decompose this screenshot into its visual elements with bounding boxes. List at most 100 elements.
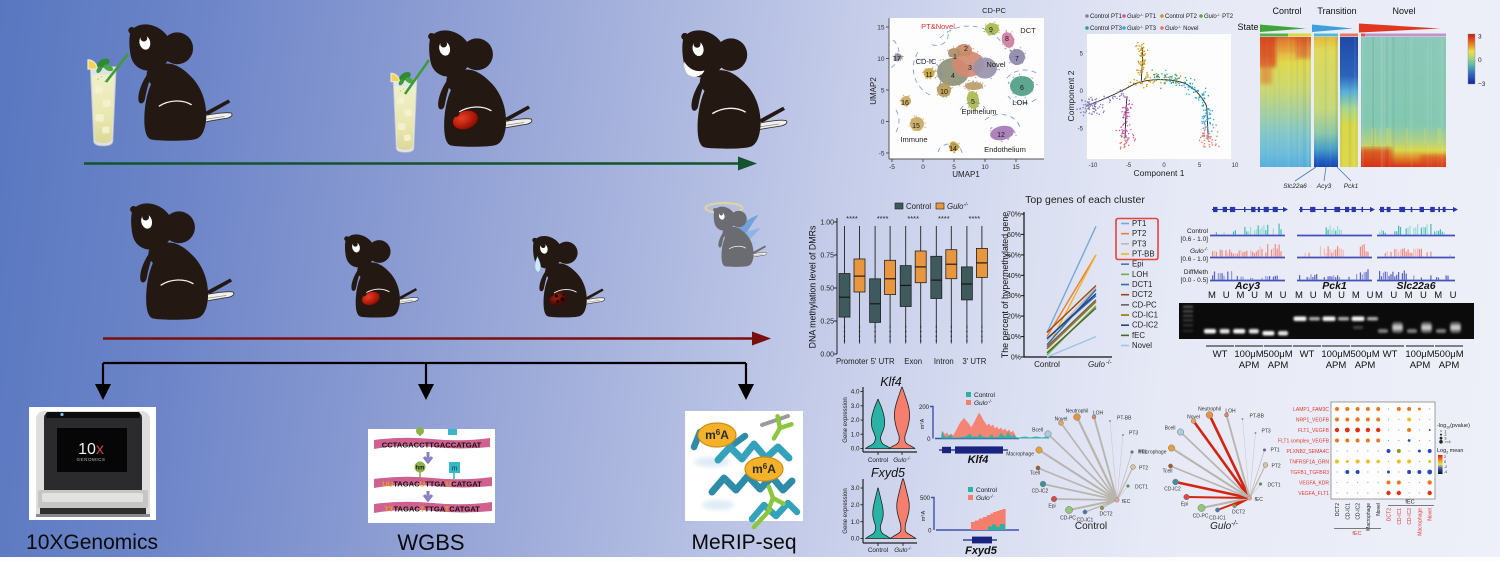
svg-text:DCT: DCT bbox=[1020, 26, 1036, 35]
svg-text:LAMP1_FAM3C: LAMP1_FAM3C bbox=[1293, 407, 1329, 413]
svg-text:Gulo-/-: Gulo-/- bbox=[974, 399, 992, 407]
svg-text:State: State bbox=[1237, 22, 1258, 32]
svg-text:TTTAGACTTTGATCATGAT: TTTAGACTTTGATCATGAT bbox=[384, 505, 480, 514]
svg-text:CCTAGACCTTGACCATGAT: CCTAGACCTTGACCATGAT bbox=[382, 441, 482, 450]
svg-text:10: 10 bbox=[981, 164, 989, 171]
svg-text:LOH: LOH bbox=[1012, 98, 1027, 107]
svg-text:CD-IC1: CD-IC1 bbox=[1132, 311, 1158, 320]
svg-text:m⁶A: m⁶A bbox=[920, 510, 927, 521]
svg-text:3: 3 bbox=[1478, 34, 1482, 41]
svg-text:20%: 20% bbox=[1007, 314, 1021, 321]
svg-text:Novel: Novel bbox=[1132, 341, 1152, 350]
svg-text:Macrophage: Macrophage bbox=[1417, 508, 1423, 536]
svg-text:[0.6 - 1.0]: [0.6 - 1.0] bbox=[1181, 256, 1209, 263]
svg-text:PT2: PT2 bbox=[1139, 466, 1148, 472]
svg-text:DCT1: DCT1 bbox=[1135, 485, 1148, 491]
svg-text:-5: -5 bbox=[889, 164, 895, 171]
svg-text:-2: -2 bbox=[1444, 465, 1447, 469]
svg-text:100μM: 100μM bbox=[1405, 349, 1434, 360]
svg-text:5' UTR: 5' UTR bbox=[871, 357, 895, 366]
svg-text:fEC: fEC bbox=[1122, 499, 1131, 505]
svg-text:10XGenomics: 10XGenomics bbox=[26, 531, 158, 554]
svg-text:APM: APM bbox=[1410, 360, 1431, 371]
svg-text:0: 0 bbox=[927, 437, 931, 443]
svg-text:Control: Control bbox=[868, 457, 888, 464]
svg-text:Gulo-/-: Gulo-/- bbox=[894, 546, 912, 554]
svg-text:U: U bbox=[1450, 290, 1457, 301]
svg-text:UMAP2: UMAP2 bbox=[869, 77, 878, 105]
svg-text:Novel: Novel bbox=[1055, 417, 1068, 423]
svg-text:70%: 70% bbox=[1007, 211, 1021, 218]
svg-text:0: 0 bbox=[921, 164, 925, 171]
svg-text:10x: 10x bbox=[78, 441, 104, 458]
svg-text:M: M bbox=[1405, 290, 1413, 301]
svg-text:PT3: PT3 bbox=[1132, 239, 1146, 248]
svg-text:3: 3 bbox=[1445, 437, 1447, 441]
svg-text:2: 2 bbox=[1444, 455, 1446, 459]
svg-text:CD-IC1: CD-IC1 bbox=[1397, 508, 1403, 525]
svg-text:LOH: LOH bbox=[1225, 409, 1236, 415]
svg-text:Macrophage: Macrophage bbox=[1139, 450, 1167, 456]
svg-text:****: **** bbox=[877, 214, 889, 223]
svg-text:Control: Control bbox=[1272, 6, 1301, 16]
svg-text:PT2: PT2 bbox=[1132, 229, 1146, 238]
svg-text:CD-IC2: CD-IC2 bbox=[1032, 489, 1049, 495]
svg-text:Gulo-/-: Gulo-/- bbox=[1190, 247, 1208, 256]
svg-text:0: 0 bbox=[881, 119, 885, 126]
svg-text:Slc22a6: Slc22a6 bbox=[1283, 183, 1307, 190]
svg-text:U: U bbox=[1223, 290, 1230, 301]
svg-text:Gulo-/-: Gulo-/- bbox=[976, 494, 994, 502]
svg-text:fEC: fEC bbox=[1132, 331, 1145, 340]
svg-text:Macrophage: Macrophage bbox=[1006, 452, 1034, 458]
svg-text:U: U bbox=[1390, 290, 1397, 301]
svg-text:U: U bbox=[1338, 290, 1345, 301]
svg-text:DCT2: DCT2 bbox=[1099, 512, 1112, 518]
svg-text:Gulo-/-: Gulo-/- bbox=[947, 202, 969, 211]
svg-text:****: **** bbox=[969, 214, 981, 223]
svg-text:0.0: 0.0 bbox=[851, 446, 860, 453]
svg-text:10%: 10% bbox=[1007, 334, 1021, 341]
svg-text:DCT2: DCT2 bbox=[1232, 510, 1245, 516]
svg-text:Gene expression: Gene expression bbox=[843, 397, 849, 442]
svg-text:500: 500 bbox=[920, 496, 931, 502]
svg-text:****: **** bbox=[907, 214, 919, 223]
svg-text:Novel: Novel bbox=[1392, 6, 1415, 16]
svg-text:5: 5 bbox=[1080, 52, 1084, 58]
svg-text:Control: Control bbox=[906, 202, 931, 211]
svg-text:Top genes of each cluster: Top genes of each cluster bbox=[1025, 194, 1145, 206]
svg-text:0: 0 bbox=[1080, 89, 1084, 95]
svg-text:100μM: 100μM bbox=[1234, 349, 1263, 360]
svg-text:3.0: 3.0 bbox=[851, 403, 860, 410]
svg-text:Control: Control bbox=[1034, 360, 1060, 369]
svg-text:M: M bbox=[1323, 290, 1331, 301]
svg-text:[0.0 - 0.5]: [0.0 - 0.5] bbox=[1181, 277, 1209, 284]
svg-text:PT3: PT3 bbox=[1262, 429, 1271, 435]
svg-text:FLT1_VEGFB: FLT1_VEGFB bbox=[1298, 428, 1330, 434]
svg-text:[0.6 - 1.0]: [0.6 - 1.0] bbox=[1181, 236, 1209, 243]
svg-text:m⁶A: m⁶A bbox=[919, 418, 926, 429]
svg-text:Component 2: Component 2 bbox=[1066, 70, 1076, 121]
svg-text:Gene expression: Gene expression bbox=[843, 488, 849, 533]
svg-text:Tcell: Tcell bbox=[1030, 471, 1040, 477]
svg-text:15: 15 bbox=[912, 123, 920, 130]
svg-text:12: 12 bbox=[997, 132, 1005, 139]
svg-text:Gulo: Gulo bbox=[1088, 360, 1105, 369]
svg-text:1: 1 bbox=[953, 54, 957, 61]
svg-text:Acy3: Acy3 bbox=[1234, 280, 1260, 292]
svg-text:0: 0 bbox=[928, 529, 932, 535]
svg-text:0.00: 0.00 bbox=[820, 352, 834, 359]
svg-text:Klf4: Klf4 bbox=[968, 454, 989, 466]
svg-text:0.0: 0.0 bbox=[851, 536, 860, 543]
svg-text:U: U bbox=[1367, 290, 1374, 301]
svg-text:M: M bbox=[1352, 290, 1360, 301]
svg-text:PT-BB: PT-BB bbox=[1117, 416, 1132, 422]
svg-text:U: U bbox=[1280, 290, 1287, 301]
svg-text:Acy3: Acy3 bbox=[1316, 183, 1332, 190]
svg-text:60%: 60% bbox=[1007, 232, 1021, 239]
svg-text:14: 14 bbox=[949, 146, 957, 153]
svg-text:m6A: m6A bbox=[752, 462, 776, 476]
svg-text:Gulo-/- PT1: Gulo-/- PT1 bbox=[1127, 12, 1157, 20]
svg-text:1.00: 1.00 bbox=[820, 220, 834, 227]
svg-text:MeRIP-seq: MeRIP-seq bbox=[691, 531, 796, 554]
svg-text:Control PT2: Control PT2 bbox=[1165, 14, 1198, 20]
